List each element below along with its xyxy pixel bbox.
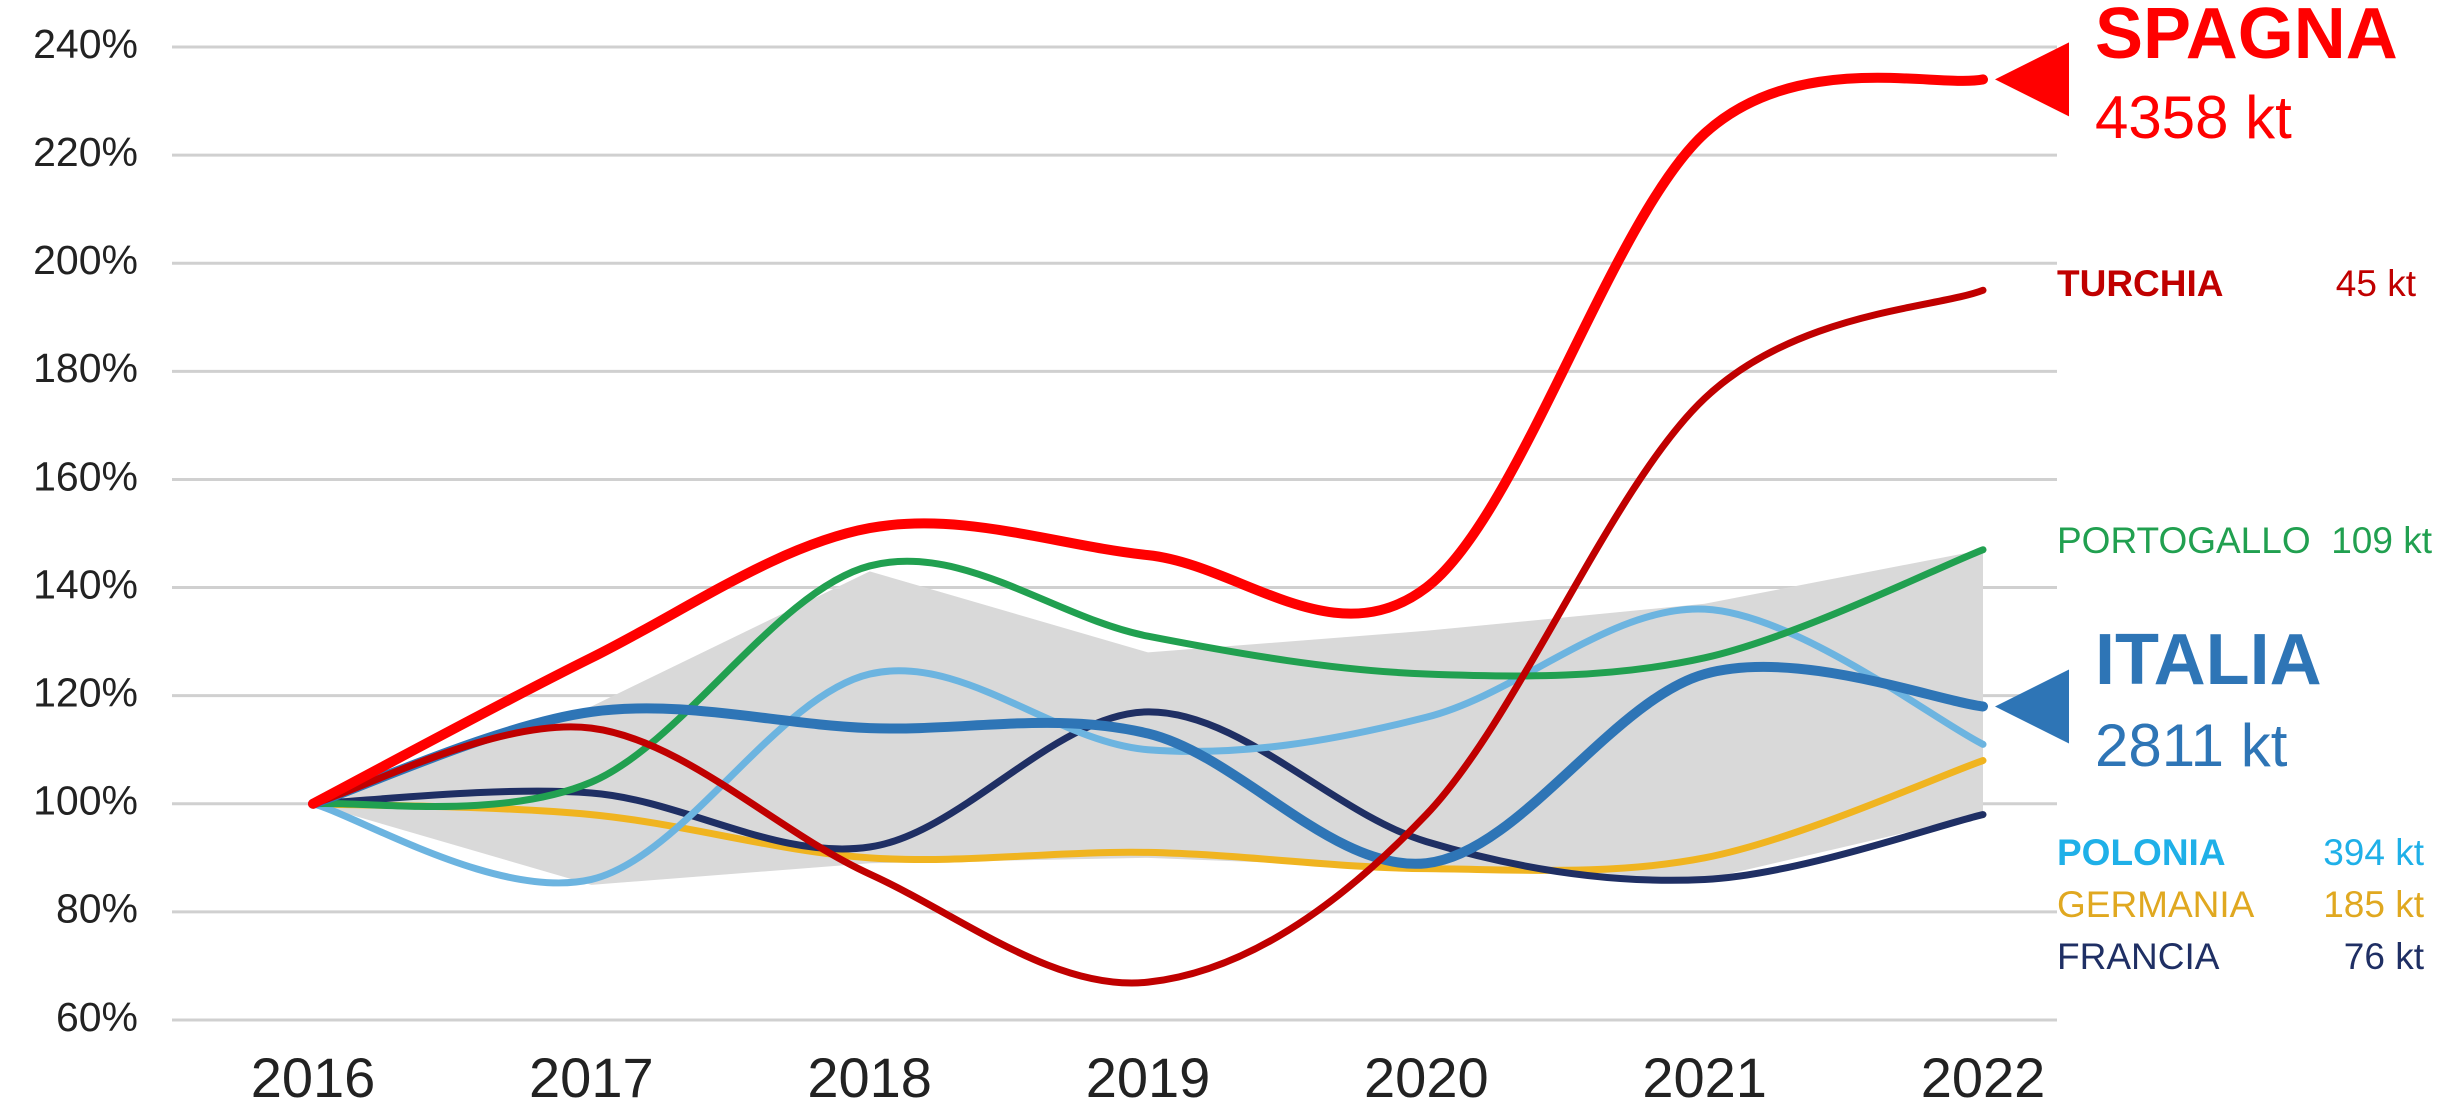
x-tick-label: 2016 <box>251 1046 376 1109</box>
series-volume: 109 kt <box>2331 520 2433 561</box>
series-label: POLONIA <box>2057 832 2226 873</box>
series-volume: 394 kt <box>2323 832 2425 873</box>
x-tick-label: 2018 <box>807 1046 932 1109</box>
y-tick-label: 120% <box>33 669 138 715</box>
y-tick-label: 60% <box>56 994 138 1040</box>
series-line <box>309 708 1987 884</box>
series-volume: 2811 kt <box>2095 712 2288 779</box>
y-tick-label: 100% <box>33 778 138 824</box>
y-tick-label: 140% <box>33 561 138 607</box>
range-band <box>313 549 1983 885</box>
series-volume: 76 kt <box>2344 936 2425 977</box>
x-tick-label: 2022 <box>1921 1046 2046 1109</box>
x-tick-label: 2020 <box>1364 1046 1489 1109</box>
x-tick-label: 2021 <box>1642 1046 1767 1109</box>
series-line <box>308 72 1988 809</box>
y-tick-label: 220% <box>33 129 138 175</box>
y-tick-label: 80% <box>56 886 138 932</box>
series-line <box>309 286 1987 987</box>
y-tick-label: 160% <box>33 453 138 499</box>
series-label: FRANCIA <box>2057 936 2220 977</box>
series-line <box>308 661 1988 869</box>
series-label: SPAGNA <box>2095 0 2398 74</box>
y-tick-label: 180% <box>33 345 138 391</box>
series-volume: 185 kt <box>2323 884 2425 925</box>
series-label: ITALIA <box>2095 620 2322 700</box>
series-line <box>309 605 1987 887</box>
series-volume: 4358 kt <box>2095 84 2292 151</box>
series-label: PORTOGALLO <box>2057 520 2311 561</box>
series-label: GERMANIA <box>2057 884 2255 925</box>
pointer-triangle <box>1995 669 2069 744</box>
y-tick-label: 200% <box>33 237 138 283</box>
series-line <box>309 757 1987 874</box>
series-volume: 45 kt <box>2336 263 2417 304</box>
pointer-triangle <box>1995 42 2069 117</box>
x-tick-label: 2019 <box>1086 1046 1211 1109</box>
y-tick-label: 240% <box>33 21 138 67</box>
x-tick-label: 2017 <box>529 1046 654 1109</box>
series-label: TURCHIA <box>2057 263 2223 304</box>
series-line <box>309 546 1987 810</box>
